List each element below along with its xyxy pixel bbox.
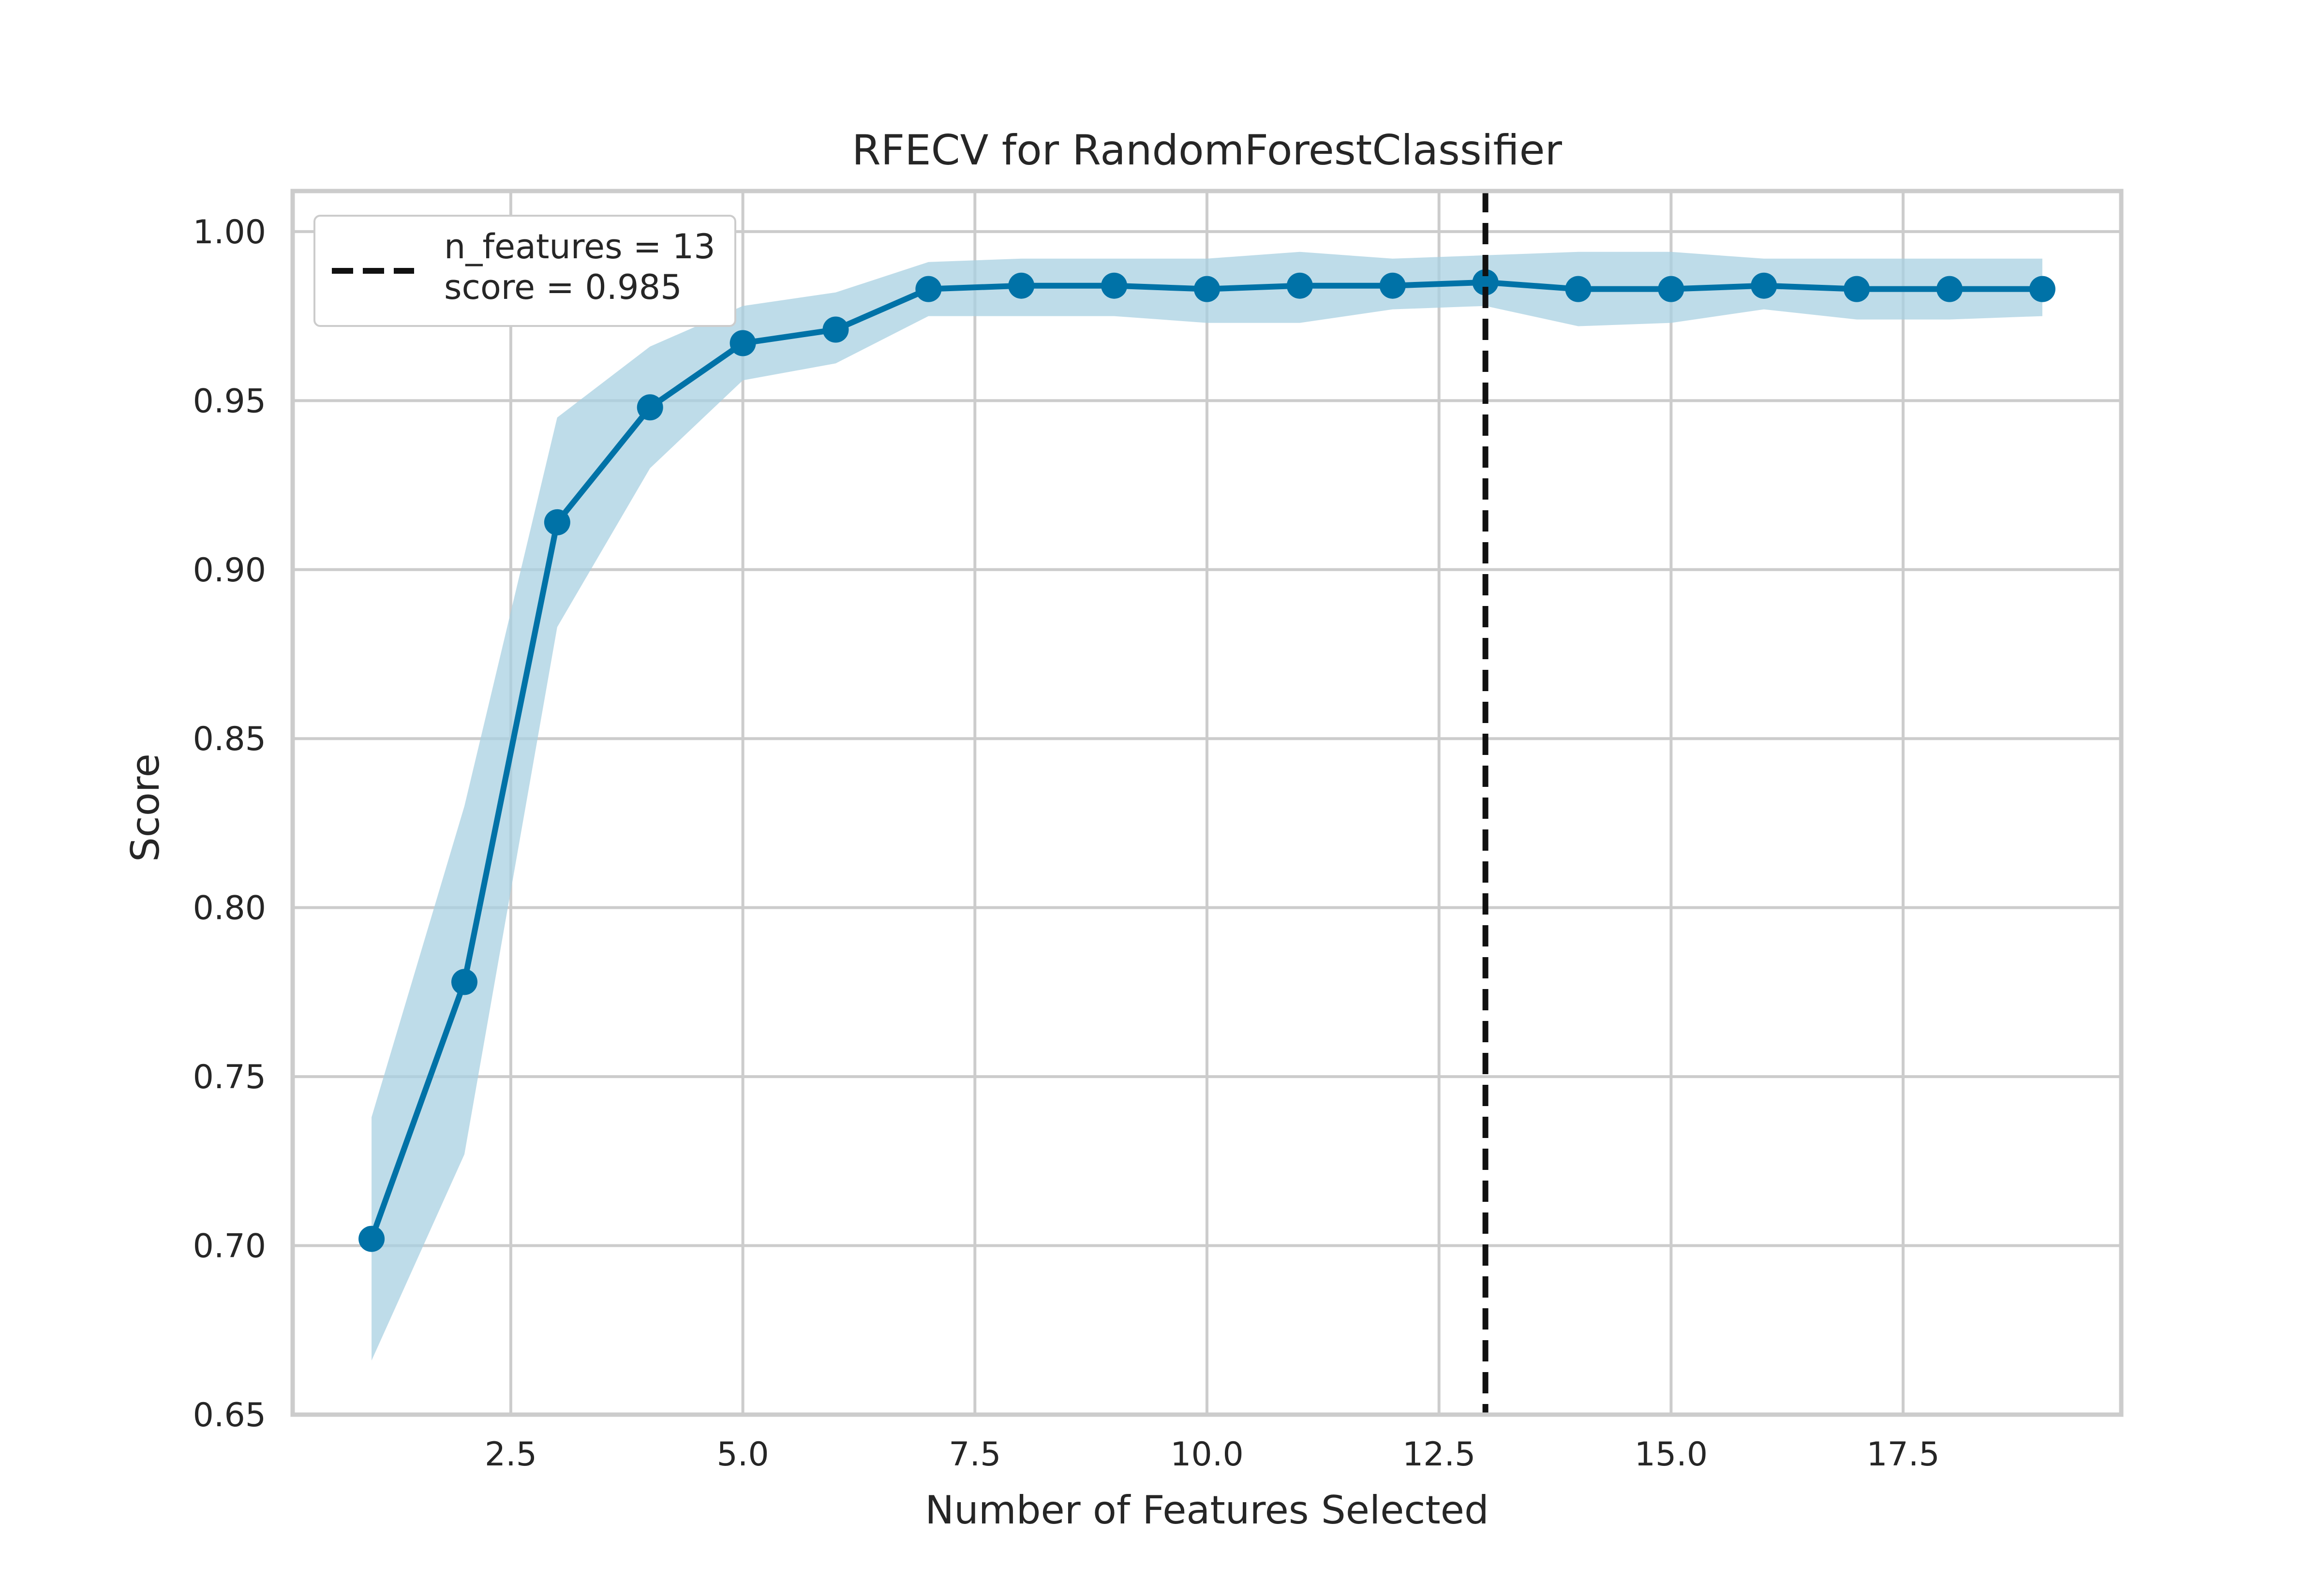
legend-n-features: n_features = 13 [444,227,715,266]
y-tick-label: 0.85 [193,720,266,758]
x-axis-label: Number of Features Selected [925,1488,1489,1533]
score-point [1936,276,1963,302]
y-tick-label: 0.95 [193,382,266,420]
y-tick-label: 0.75 [193,1058,266,1096]
y-tick-label: 0.90 [193,551,266,590]
y-tick-labels: 0.65 0.70 0.75 0.80 0.85 0.90 0.95 1.00 [193,213,266,1434]
score-point [729,330,756,356]
score-point [1565,276,1592,302]
score-point [1008,272,1035,299]
chart-title: RFECV for RandomForestClassifier [852,126,1563,175]
x-tick-label: 2.5 [485,1435,537,1474]
y-tick-label: 0.70 [193,1227,266,1266]
score-point [915,276,942,302]
score-point [451,969,477,995]
score-point [1379,272,1406,299]
score-point [358,1226,385,1252]
score-point [1844,276,1870,302]
score-point [1658,276,1684,302]
x-tick-label: 7.5 [949,1435,1001,1474]
score-series-group [358,269,2055,1252]
y-axis-label: Score [123,754,168,862]
legend-box [313,215,736,327]
x-tick-label: 5.0 [717,1435,769,1474]
score-point [544,509,570,535]
legend-score: score = 0.985 [444,267,682,307]
score-point [637,394,663,421]
score-point [2029,276,2055,302]
score-point [822,316,849,343]
y-tick-label: 0.65 [193,1396,266,1434]
y-tick-label: 0.80 [193,889,266,928]
plot-frame [290,189,2124,1417]
score-point [1286,272,1313,299]
score-point [1101,272,1128,299]
x-tick-label: 10.0 [1170,1435,1243,1474]
score-point [1472,269,1499,296]
score-point [1194,276,1220,302]
legend: n_features = 13 score = 0.985 [313,215,736,327]
x-tick-labels: 2.5 5.0 7.5 10.0 12.5 15.0 17.5 [485,1435,1940,1474]
x-tick-label: 12.5 [1402,1435,1475,1474]
y-tick-label: 1.00 [193,213,266,251]
x-tick-label: 17.5 [1866,1435,1939,1474]
score-point [1751,272,1777,299]
x-tick-label: 15.0 [1635,1435,1708,1474]
